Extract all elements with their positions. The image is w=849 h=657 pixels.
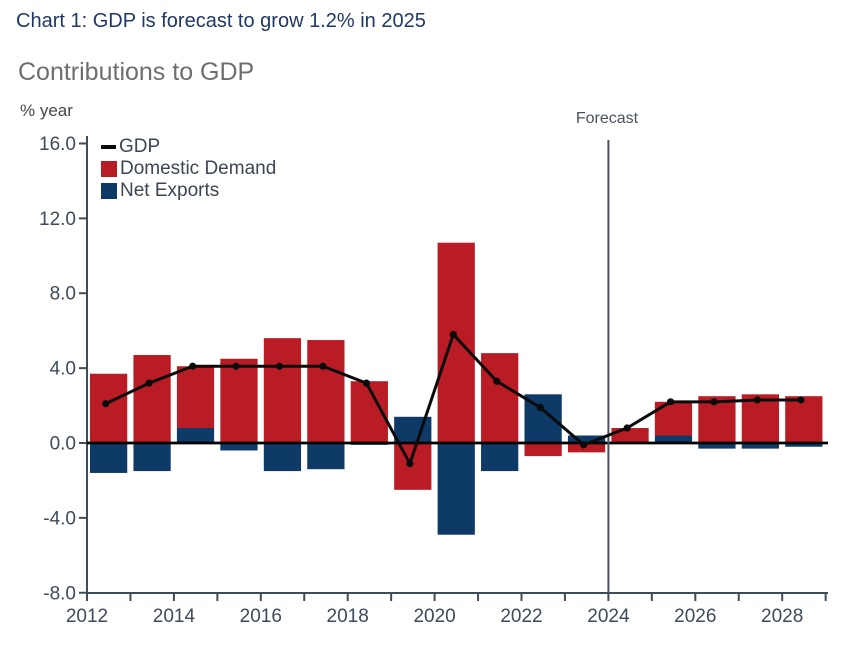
legend-item-gdp: GDP — [101, 136, 276, 158]
gdp-point — [493, 377, 501, 385]
gdp-point — [319, 362, 327, 370]
gdp-point — [580, 441, 588, 449]
y-tick-label: 16.0 — [39, 134, 76, 155]
gdp-point — [623, 424, 631, 432]
y-tick-label: 4.0 — [50, 359, 76, 380]
y-tick-label: -8.0 — [43, 583, 76, 604]
net-exports-swatch-icon — [101, 183, 117, 199]
y-axis-unit-label: % year — [20, 101, 73, 120]
legend-item-net-exports: Net Exports — [101, 180, 276, 202]
gdp-point — [362, 379, 371, 387]
x-tick-label: 2026 — [674, 606, 716, 627]
domestic-demand-bar — [133, 355, 171, 443]
domestic-demand-bar — [481, 353, 519, 443]
x-tick-label: 2018 — [327, 606, 369, 627]
domestic-demand-bar — [176, 366, 215, 429]
net-exports-bar — [90, 443, 128, 473]
x-tick-label: 2020 — [413, 606, 455, 627]
x-tick-label: 2014 — [153, 606, 196, 627]
y-tick-label: -4.0 — [43, 508, 76, 529]
chart-legend: GDP Domestic Demand Net Exports — [101, 136, 276, 202]
y-axis: 16.0 12.0 8.0 4.0 0.0 -4.0 -8.0 — [39, 134, 88, 604]
domestic-demand-bar — [220, 358, 258, 443]
net-exports-bar — [263, 443, 302, 472]
net-exports-bar — [307, 443, 345, 470]
net-exports-bar — [481, 443, 519, 472]
gdp-point — [797, 396, 805, 404]
x-tick-label: 2012 — [66, 606, 108, 627]
domestic-demand-bar — [307, 340, 345, 443]
page-title: Chart 1: GDP is forecast to grow 1.2% in… — [16, 10, 426, 32]
chart-subtitle: Contributions to GDP — [18, 58, 255, 86]
gdp-point — [753, 396, 762, 404]
net-exports-bar — [785, 443, 823, 447]
x-tick-label: 2024 — [587, 606, 630, 627]
domestic-demand-swatch-icon — [101, 161, 117, 177]
domestic-demand-bar — [785, 396, 823, 443]
domestic-demand-bar — [741, 394, 779, 443]
gdp-point — [710, 398, 718, 406]
net-exports-bar — [133, 443, 171, 472]
net-exports-bar — [741, 443, 779, 449]
gdp-point — [102, 400, 110, 408]
domestic-demand-bar — [698, 396, 736, 443]
net-exports-bar — [176, 428, 215, 443]
domestic-demand-bar — [524, 443, 562, 457]
x-tick-label: 2022 — [500, 606, 542, 627]
domestic-demand-bar — [394, 443, 432, 490]
x-tick-label: 2016 — [240, 606, 282, 627]
bars-group — [90, 242, 823, 535]
gdp-point — [145, 379, 153, 387]
net-exports-bar — [220, 443, 258, 451]
gdp-point — [189, 362, 197, 370]
x-axis: 2012 2014 2016 2018 2020 2022 2024 2026 2028 — [66, 592, 828, 627]
gdp-point — [275, 362, 284, 370]
net-exports-bar — [567, 435, 606, 443]
legend-label-domestic-demand: Domestic Demand — [120, 158, 277, 179]
gdp-point — [232, 362, 240, 370]
gdp-point — [406, 459, 414, 468]
forecast-label: Forecast — [575, 110, 639, 127]
domestic-demand-bar — [90, 373, 128, 443]
y-tick-label: 8.0 — [50, 284, 76, 305]
y-tick-label: 0.0 — [50, 434, 76, 455]
legend-label-gdp: GDP — [119, 136, 161, 157]
net-exports-bar — [437, 443, 475, 535]
domestic-demand-bar — [263, 338, 302, 443]
y-tick-label: 12.0 — [39, 209, 76, 230]
net-exports-bar — [698, 443, 736, 449]
legend-item-domestic-demand: Domestic Demand — [101, 158, 276, 180]
gdp-line-marker-icon — [101, 145, 116, 149]
gdp-point — [449, 330, 457, 339]
domestic-demand-bar — [437, 242, 475, 443]
net-exports-bar — [654, 435, 693, 443]
legend-label-net-exports: Net Exports — [120, 180, 220, 201]
gdp-point — [536, 403, 544, 412]
domestic-demand-bar — [611, 428, 649, 443]
domestic-demand-bar — [567, 443, 606, 453]
x-tick-label: 2028 — [761, 606, 803, 627]
gdp-point — [666, 398, 675, 406]
